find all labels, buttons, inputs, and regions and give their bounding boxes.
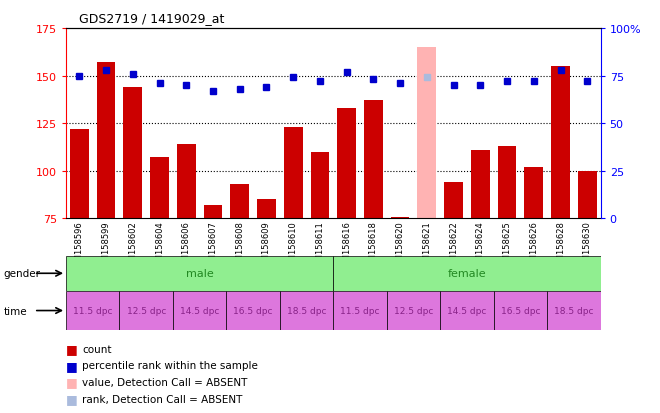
Text: GSM158630: GSM158630 — [583, 221, 592, 271]
Text: ■: ■ — [66, 359, 78, 372]
Bar — [230, 185, 249, 219]
Text: GSM158607: GSM158607 — [209, 221, 218, 271]
Bar — [391, 217, 409, 219]
Text: GSM158625: GSM158625 — [502, 221, 512, 271]
Bar — [551, 67, 570, 219]
Bar — [66, 291, 119, 330]
Text: 12.5 dpc: 12.5 dpc — [394, 306, 433, 315]
Text: GSM158606: GSM158606 — [182, 221, 191, 271]
Text: GSM158622: GSM158622 — [449, 221, 458, 271]
Text: GSM158621: GSM158621 — [422, 221, 432, 271]
Text: GSM158624: GSM158624 — [476, 221, 485, 271]
Text: rank, Detection Call = ABSENT: rank, Detection Call = ABSENT — [82, 394, 243, 404]
Bar — [418, 48, 436, 219]
Text: 16.5 dpc: 16.5 dpc — [501, 306, 540, 315]
Text: 11.5 dpc: 11.5 dpc — [73, 306, 112, 315]
Bar — [177, 145, 195, 219]
Bar — [494, 291, 547, 330]
Bar — [311, 152, 329, 219]
Text: GSM158626: GSM158626 — [529, 221, 539, 271]
Text: male: male — [185, 268, 214, 279]
Bar — [123, 88, 142, 219]
Bar — [578, 171, 597, 219]
Text: GSM158602: GSM158602 — [128, 221, 137, 271]
Text: GSM158618: GSM158618 — [369, 221, 378, 271]
Text: ■: ■ — [66, 392, 78, 405]
Bar — [284, 128, 302, 219]
Bar — [387, 291, 440, 330]
Text: 16.5 dpc: 16.5 dpc — [234, 306, 273, 315]
Bar — [66, 256, 333, 291]
Bar — [525, 168, 543, 219]
Bar — [337, 109, 356, 219]
Bar — [498, 147, 516, 219]
Bar — [70, 130, 88, 219]
Bar — [471, 150, 490, 219]
Text: GSM158611: GSM158611 — [315, 221, 325, 271]
Bar — [440, 291, 494, 330]
Bar — [333, 291, 387, 330]
Text: 14.5 dpc: 14.5 dpc — [180, 306, 219, 315]
Text: 18.5 dpc: 18.5 dpc — [554, 306, 593, 315]
Text: 18.5 dpc: 18.5 dpc — [287, 306, 326, 315]
Text: time: time — [3, 306, 27, 316]
Text: GSM158616: GSM158616 — [342, 221, 351, 271]
Bar — [97, 63, 116, 219]
Text: percentile rank within the sample: percentile rank within the sample — [82, 361, 258, 370]
Text: gender: gender — [3, 268, 40, 279]
Text: 11.5 dpc: 11.5 dpc — [341, 306, 379, 315]
Text: GSM158599: GSM158599 — [102, 221, 111, 271]
Bar — [444, 183, 463, 219]
Text: 12.5 dpc: 12.5 dpc — [127, 306, 166, 315]
Bar — [257, 200, 276, 219]
Text: GSM158596: GSM158596 — [75, 221, 84, 271]
Text: 14.5 dpc: 14.5 dpc — [447, 306, 486, 315]
Text: ■: ■ — [66, 342, 78, 356]
Text: GSM158620: GSM158620 — [395, 221, 405, 271]
Text: GSM158610: GSM158610 — [288, 221, 298, 271]
Text: ■: ■ — [66, 375, 78, 389]
Text: GDS2719 / 1419029_at: GDS2719 / 1419029_at — [79, 12, 224, 25]
Bar — [204, 206, 222, 219]
Bar — [547, 291, 601, 330]
Text: GSM158604: GSM158604 — [155, 221, 164, 271]
Bar — [150, 158, 169, 219]
Text: female: female — [447, 268, 486, 279]
Bar — [226, 291, 280, 330]
Bar — [364, 101, 383, 219]
Text: GSM158608: GSM158608 — [235, 221, 244, 271]
Bar — [280, 291, 333, 330]
Bar — [119, 291, 173, 330]
Text: GSM158609: GSM158609 — [262, 221, 271, 271]
Text: count: count — [82, 344, 112, 354]
Text: GSM158628: GSM158628 — [556, 221, 565, 271]
Bar — [333, 256, 601, 291]
Bar — [173, 291, 226, 330]
Text: value, Detection Call = ABSENT: value, Detection Call = ABSENT — [82, 377, 248, 387]
